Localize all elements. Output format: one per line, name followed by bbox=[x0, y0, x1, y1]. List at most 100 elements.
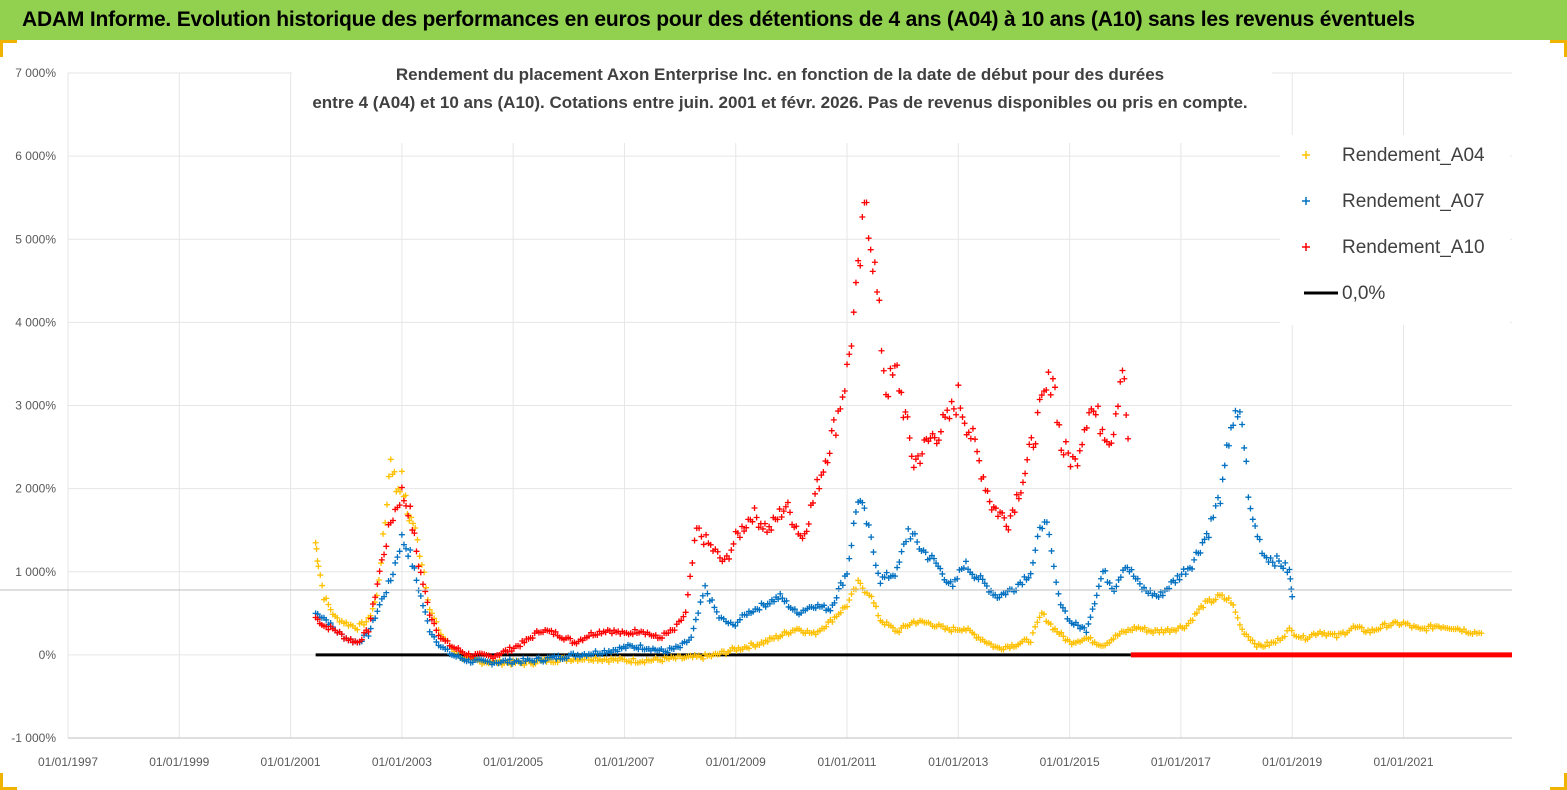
point-rendement-a10 bbox=[869, 268, 876, 275]
point-rendement-a07 bbox=[848, 542, 855, 549]
point-rendement-a10 bbox=[768, 527, 775, 534]
point-rendement-a10 bbox=[1110, 431, 1117, 438]
point-rendement-a10 bbox=[1003, 523, 1010, 530]
point-rendement-a07 bbox=[403, 545, 410, 552]
point-rendement-a10 bbox=[1065, 450, 1072, 457]
point-rendement-a04 bbox=[988, 641, 995, 648]
point-rendement-a07 bbox=[664, 649, 671, 656]
point-rendement-a10 bbox=[874, 288, 881, 295]
point-rendement-a04 bbox=[829, 618, 836, 625]
point-rendement-a07 bbox=[1085, 620, 1092, 627]
point-rendement-a07 bbox=[1245, 494, 1252, 501]
frame-corner-tr bbox=[1550, 40, 1567, 57]
point-rendement-a10 bbox=[867, 246, 874, 253]
point-rendement-a10 bbox=[751, 504, 758, 511]
point-rendement-a07 bbox=[894, 564, 901, 571]
point-rendement-a04 bbox=[700, 655, 707, 662]
y-tick-label: 0% bbox=[39, 648, 57, 662]
point-rendement-a10 bbox=[894, 362, 901, 369]
point-rendement-a04 bbox=[1041, 611, 1048, 618]
point-rendement-a07 bbox=[400, 541, 407, 548]
point-rendement-a10 bbox=[736, 534, 743, 541]
point-rendement-a10 bbox=[631, 626, 638, 633]
point-rendement-a10 bbox=[426, 612, 433, 619]
point-rendement-a07 bbox=[695, 610, 702, 617]
point-rendement-a07 bbox=[839, 582, 846, 589]
point-rendement-a04 bbox=[659, 658, 666, 665]
point-rendement-a07 bbox=[531, 659, 538, 666]
point-rendement-a10 bbox=[1067, 463, 1074, 470]
point-rendement-a04 bbox=[848, 590, 855, 597]
point-rendement-a04 bbox=[408, 514, 415, 521]
point-rendement-a10 bbox=[774, 516, 781, 523]
point-rendement-a10 bbox=[1090, 408, 1097, 415]
point-rendement-a07 bbox=[965, 566, 972, 573]
point-rendement-a07 bbox=[699, 592, 706, 599]
point-rendement-a07 bbox=[872, 562, 879, 569]
point-rendement-a10 bbox=[1038, 392, 1045, 399]
point-rendement-a07 bbox=[1225, 442, 1232, 449]
point-rendement-a07 bbox=[702, 582, 709, 589]
point-rendement-a04 bbox=[402, 492, 409, 499]
y-axis: -1 000% 0% 1 000% 2 000% 3 000% 4 000% 5 000% 6… bbox=[11, 66, 56, 745]
point-rendement-a10 bbox=[846, 351, 853, 358]
point-rendement-a10 bbox=[378, 556, 385, 563]
point-rendement-a04 bbox=[1141, 624, 1148, 631]
point-rendement-a10 bbox=[1005, 526, 1012, 533]
point-rendement-a04 bbox=[1006, 645, 1013, 652]
point-rendement-a07 bbox=[367, 625, 374, 632]
chart-gridlines bbox=[67, 72, 1512, 739]
y-tick-label: 4 000% bbox=[15, 315, 56, 329]
point-rendement-a07 bbox=[896, 559, 903, 566]
point-rendement-a04 bbox=[1249, 637, 1256, 644]
point-rendement-a07 bbox=[1234, 413, 1241, 420]
y-tick-label: 2 000% bbox=[15, 482, 56, 496]
point-rendement-a10 bbox=[659, 635, 666, 642]
point-rendement-a04 bbox=[872, 603, 879, 610]
point-rendement-a07 bbox=[928, 552, 935, 559]
report-banner: ADAM Informe. Evolution historique des p… bbox=[0, 0, 1567, 40]
point-rendement-a07 bbox=[517, 660, 524, 667]
point-rendement-a07 bbox=[992, 591, 999, 598]
point-rendement-a10 bbox=[743, 524, 750, 531]
x-tick-label: 01/01/2005 bbox=[483, 755, 543, 769]
point-rendement-a07 bbox=[1027, 570, 1034, 577]
point-rendement-a04 bbox=[343, 619, 350, 626]
y-tick-label: 1 000% bbox=[15, 565, 56, 579]
point-rendement-a10 bbox=[986, 498, 993, 505]
point-rendement-a10 bbox=[506, 644, 513, 651]
point-rendement-a07 bbox=[1083, 629, 1090, 636]
point-rendement-a10 bbox=[859, 214, 866, 221]
point-rendement-a07 bbox=[314, 611, 321, 618]
point-rendement-a10 bbox=[433, 627, 440, 634]
legend-entry-label: Rendement_A10 bbox=[1342, 237, 1485, 258]
point-rendement-a10 bbox=[700, 541, 707, 548]
point-rendement-a07 bbox=[939, 570, 946, 577]
point-rendement-a10 bbox=[383, 543, 390, 550]
point-rendement-a10 bbox=[689, 559, 696, 566]
point-rendement-a10 bbox=[428, 616, 435, 623]
point-rendement-a10 bbox=[413, 548, 420, 555]
point-rendement-a07 bbox=[1039, 525, 1046, 532]
point-rendement-a10 bbox=[812, 490, 819, 497]
point-rendement-a07 bbox=[852, 509, 859, 516]
point-rendement-a10 bbox=[411, 530, 418, 537]
point-rendement-a10 bbox=[691, 537, 698, 544]
point-rendement-a10 bbox=[444, 637, 451, 644]
point-rendement-a10 bbox=[420, 581, 427, 588]
point-rendement-a07 bbox=[1191, 556, 1198, 563]
point-rendement-a10 bbox=[1092, 411, 1099, 418]
point-rendement-a04 bbox=[875, 612, 882, 619]
point-rendement-a10 bbox=[999, 509, 1006, 516]
point-rendement-a04 bbox=[410, 520, 417, 527]
point-rendement-a10 bbox=[374, 581, 381, 588]
point-rendement-a10 bbox=[925, 438, 932, 445]
point-rendement-a07 bbox=[933, 560, 940, 567]
point-rendement-a07 bbox=[713, 608, 720, 615]
point-rendement-a07 bbox=[1055, 590, 1062, 597]
point-rendement-a07 bbox=[383, 589, 390, 596]
point-rendement-a04 bbox=[1200, 604, 1207, 611]
point-rendement-a04 bbox=[1461, 626, 1468, 633]
point-rendement-a10 bbox=[857, 262, 864, 269]
point-rendement-a10 bbox=[594, 632, 601, 639]
